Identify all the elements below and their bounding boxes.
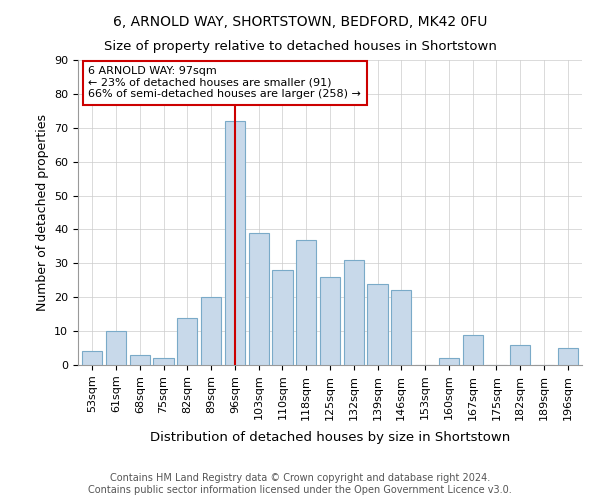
Bar xyxy=(225,121,245,365)
Bar xyxy=(296,240,316,365)
Bar xyxy=(439,358,459,365)
Bar xyxy=(391,290,412,365)
Text: 6 ARNOLD WAY: 97sqm
← 23% of detached houses are smaller (91)
66% of semi-detach: 6 ARNOLD WAY: 97sqm ← 23% of detached ho… xyxy=(88,66,361,100)
Bar xyxy=(154,358,173,365)
Text: Contains HM Land Registry data © Crown copyright and database right 2024.
Contai: Contains HM Land Registry data © Crown c… xyxy=(88,474,512,495)
Bar xyxy=(130,355,150,365)
Bar xyxy=(201,297,221,365)
Bar xyxy=(367,284,388,365)
X-axis label: Distribution of detached houses by size in Shortstown: Distribution of detached houses by size … xyxy=(150,431,510,444)
Text: 6, ARNOLD WAY, SHORTSTOWN, BEDFORD, MK42 0FU: 6, ARNOLD WAY, SHORTSTOWN, BEDFORD, MK42… xyxy=(113,15,487,29)
Bar xyxy=(463,334,483,365)
Bar xyxy=(177,318,197,365)
Bar xyxy=(82,352,103,365)
Bar xyxy=(106,331,126,365)
Bar xyxy=(510,344,530,365)
Bar xyxy=(272,270,293,365)
Y-axis label: Number of detached properties: Number of detached properties xyxy=(35,114,49,311)
Text: Size of property relative to detached houses in Shortstown: Size of property relative to detached ho… xyxy=(104,40,496,53)
Bar xyxy=(557,348,578,365)
Bar xyxy=(248,233,269,365)
Bar xyxy=(320,277,340,365)
Bar xyxy=(344,260,364,365)
